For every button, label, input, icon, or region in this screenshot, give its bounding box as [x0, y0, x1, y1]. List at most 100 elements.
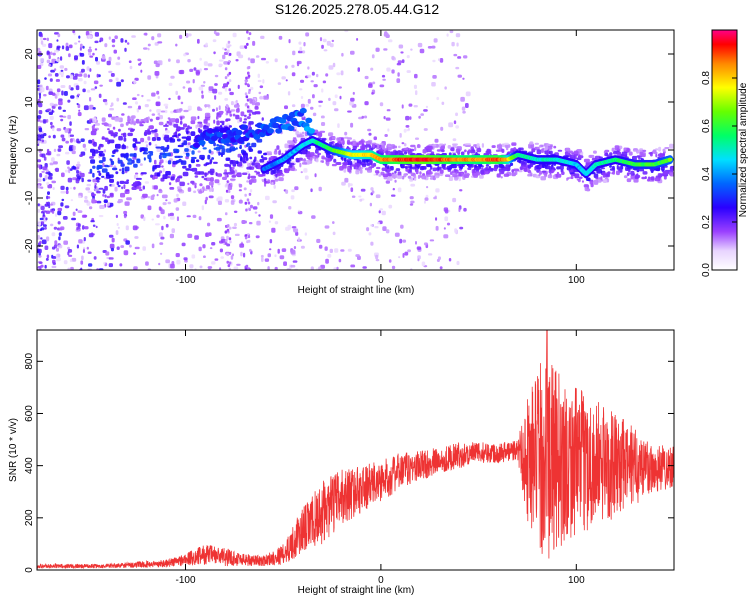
noise-speckle: [235, 59, 239, 62]
noise-speckle: [176, 59, 180, 64]
noise-speckle: [51, 109, 54, 112]
noise-speckle: [453, 120, 457, 125]
noise-speckle: [92, 117, 97, 123]
noise-speckle: [160, 252, 163, 255]
signal-cloud: [417, 174, 420, 179]
signal-cloud: [91, 152, 96, 157]
signal-cloud: [197, 121, 203, 124]
noise-speckle: [87, 48, 92, 53]
noise-speckle: [223, 61, 229, 65]
signal-cloud: [198, 129, 203, 134]
signal-cloud: [321, 160, 324, 163]
noise-speckle: [171, 228, 175, 233]
noise-speckle: [435, 188, 440, 193]
noise-speckle: [277, 82, 282, 85]
noise-speckle: [459, 189, 463, 192]
noise-speckle: [443, 227, 446, 230]
noise-speckle: [392, 187, 395, 191]
noise-speckle: [199, 68, 202, 72]
noise-speckle: [86, 183, 91, 187]
noise-speckle: [440, 126, 444, 131]
signal-cloud: [274, 178, 279, 182]
noise-streak: [246, 198, 250, 202]
noise-speckle: [77, 210, 83, 213]
signal-cloud: [547, 174, 553, 179]
signal-cloud: [92, 165, 96, 169]
signal-cloud: [110, 132, 115, 135]
noise-speckle: [375, 47, 380, 52]
x-tick-label: 0: [378, 275, 384, 286]
noise-speckle: [211, 261, 216, 265]
noise-speckle: [402, 239, 407, 243]
noise-streak: [244, 267, 248, 270]
noise-speckle: [145, 261, 149, 266]
noise-speckle: [334, 248, 339, 253]
signal-cloud: [152, 166, 155, 172]
noise-streak: [227, 264, 231, 268]
noise-speckle: [71, 217, 76, 221]
signal-cloud: [127, 158, 132, 162]
signal-cloud: [551, 169, 555, 173]
noise-speckle: [57, 221, 61, 225]
signal-cloud: [518, 169, 523, 173]
signal-cloud: [165, 171, 171, 176]
signal-cloud: [638, 168, 645, 172]
noise-speckle: [61, 198, 65, 202]
noise-speckle: [103, 262, 106, 265]
signal-cloud: [179, 108, 183, 112]
noise-speckle: [145, 144, 149, 148]
noise-speckle: [105, 251, 110, 256]
signal-cloud: [438, 166, 442, 169]
signal-cloud: [630, 170, 635, 176]
signal-cloud: [642, 149, 647, 152]
signal-cloud: [203, 119, 208, 124]
noise-speckle: [143, 47, 148, 50]
noise-speckle: [219, 248, 223, 253]
noise-speckle: [388, 204, 393, 209]
signal-cloud: [194, 175, 199, 178]
noise-speckle: [248, 222, 253, 225]
noise-speckle: [287, 91, 291, 96]
noise-speckle: [46, 195, 49, 200]
signal-cloud: [208, 181, 214, 186]
signal-cloud: [208, 149, 212, 154]
signal-cloud: [134, 141, 141, 144]
signal-cloud: [289, 162, 293, 168]
noise-speckle: [49, 102, 54, 106]
noise-speckle: [446, 33, 449, 37]
signal-cloud: [364, 167, 371, 171]
noise-speckle: [170, 263, 175, 269]
noise-speckle: [78, 35, 81, 39]
noise-speckle: [147, 47, 150, 51]
signal-cloud: [96, 190, 101, 194]
noise-speckle: [75, 208, 78, 211]
signal-cloud: [287, 140, 293, 144]
signal-cloud: [210, 177, 214, 182]
signal-cloud: [98, 172, 102, 176]
signal-cloud: [416, 144, 421, 149]
noise-speckle: [246, 170, 250, 174]
signal-cloud: [394, 151, 399, 155]
noise-streak: [245, 76, 248, 80]
noise-speckle: [39, 62, 44, 67]
noise-speckle: [45, 171, 49, 175]
noise-speckle: [321, 122, 326, 126]
noise-speckle: [44, 245, 49, 250]
noise-speckle: [233, 210, 238, 213]
noise-speckle: [327, 253, 332, 258]
noise-speckle: [119, 263, 123, 267]
noise-speckle: [86, 246, 89, 250]
noise-speckle: [121, 186, 124, 190]
signal-cloud: [563, 155, 570, 158]
signal-cloud: [233, 172, 235, 176]
signal-cloud: [268, 157, 271, 162]
signal-cloud: [167, 160, 172, 165]
noise-speckle: [215, 32, 220, 36]
signal-cloud: [115, 171, 119, 175]
noise-speckle: [124, 39, 128, 43]
snr-y-axis-label: SNR (10 * v/v): [8, 418, 19, 482]
signal-cloud: [118, 128, 121, 132]
signal-cloud: [149, 152, 154, 156]
noise-speckle: [183, 257, 188, 261]
noise-speckle: [212, 88, 218, 94]
